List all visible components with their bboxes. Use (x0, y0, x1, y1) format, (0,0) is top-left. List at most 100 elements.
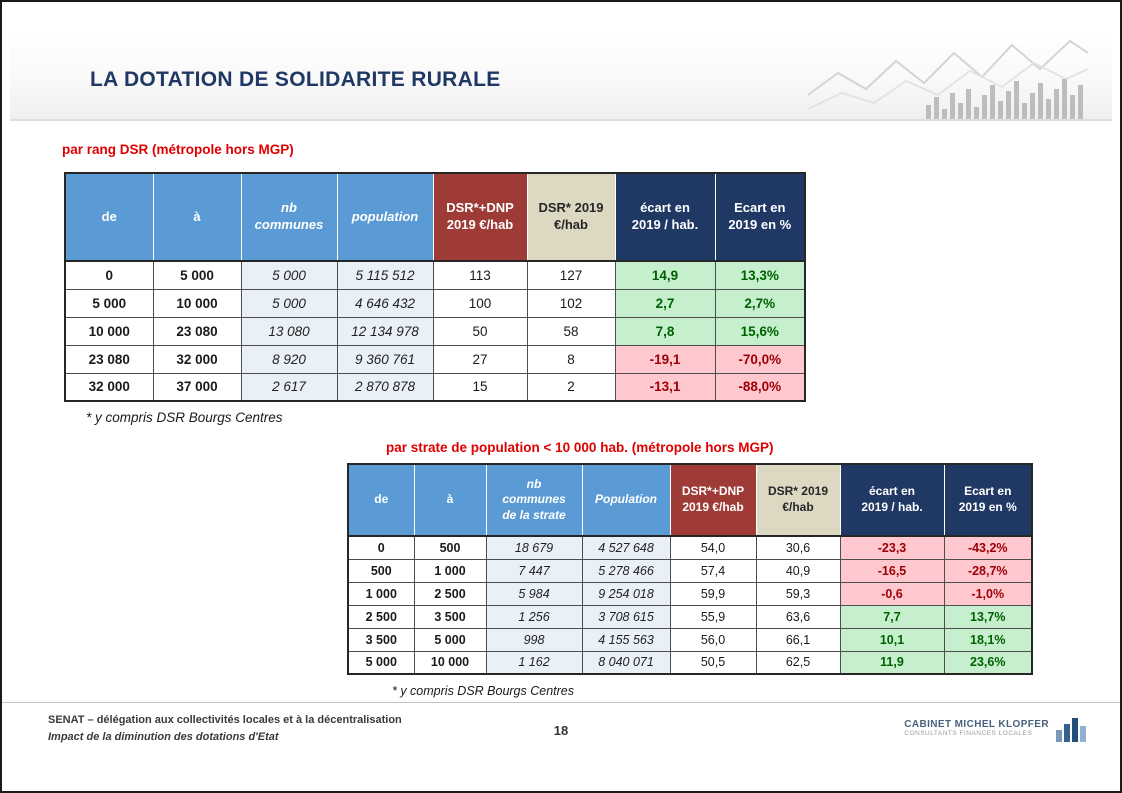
column-header: nb communes (240, 172, 338, 262)
table-cell: 50 (432, 316, 528, 346)
table-cell: -19,1 (614, 344, 716, 374)
table-row: 500 1 000 7 447 5 278 466 57,4 40,9 -16,5 -28,7… (347, 558, 1033, 583)
table-cell: 2,7 (614, 288, 716, 318)
column-header: Population (581, 463, 671, 537)
table-cell: -16,5 (839, 558, 945, 583)
footer-organization: SENAT – délégation aux collectivités loc… (48, 712, 508, 745)
table-cell: 56,0 (669, 627, 757, 652)
table-cell: 1 162 (485, 650, 583, 675)
table-cell: 5 000 (347, 650, 415, 675)
table-cell: 0 (64, 260, 154, 290)
table-cell: 54,0 (669, 535, 757, 560)
table-cell: 2 500 (347, 604, 415, 629)
page-number: 18 (553, 723, 569, 738)
table-cell: 102 (526, 288, 616, 318)
column-header: nb communes de la strate (485, 463, 583, 537)
table-cell: 40,9 (755, 558, 841, 583)
table-cell: 59,3 (755, 581, 841, 606)
table1-caption: par rang DSR (métropole hors MGP) (62, 142, 294, 157)
table-row: 23 080 32 000 8 920 9 360 761 27 8 -19,1 -70,0% (64, 344, 806, 374)
table-cell: 8 (526, 344, 616, 374)
table-cell: 7,7 (839, 604, 945, 629)
footer-org-line2: Impact de la diminution des dotations d'… (48, 730, 279, 743)
table-row: 3 500 5 000 998 4 155 563 56,0 66,1 10,1 18,1% (347, 627, 1033, 652)
table-cell: 5 000 (64, 288, 154, 318)
table-row: 2 500 3 500 1 256 3 708 615 55,9 63,6 7,7 13,7% (347, 604, 1033, 629)
table-cell: 37 000 (152, 372, 242, 402)
table-cell: 23,6% (943, 650, 1033, 675)
table-cell: 50,5 (669, 650, 757, 675)
table-cell: 2 500 (413, 581, 487, 606)
table-cell: 5 000 (240, 288, 338, 318)
cabinet-logo: CABINET MICHEL KLOPFER CONSULTANTS FINAN… (904, 714, 1088, 742)
table-cell: 58 (526, 316, 616, 346)
table-cell: 55,9 (669, 604, 757, 629)
table-cell: -0,6 (839, 581, 945, 606)
table-cell: 5 115 512 (336, 260, 434, 290)
table-cell: 10 000 (152, 288, 242, 318)
column-header: DSR* 2019 €/hab (755, 463, 841, 537)
column-header: de (347, 463, 415, 537)
table2-footnote: * y compris DSR Bourgs Centres (392, 684, 575, 698)
column-header: DSR*+DNP 2019 €/hab (669, 463, 757, 537)
table-row: 10 000 23 080 13 080 12 134 978 50 58 7,8 15,6% (64, 316, 806, 346)
dsr-by-rank-table: de à nb communes population DSR*+DNP 2019 €/… (64, 172, 806, 402)
header-row: de à nb communes population DSR*+DNP 2019 €/… (64, 172, 806, 262)
table-cell: 5 000 (413, 627, 487, 652)
table-cell: 100 (432, 288, 528, 318)
logo-text-block: CABINET MICHEL KLOPFER CONSULTANTS FINAN… (904, 719, 1049, 737)
footer-org-line1: SENAT – délégation aux collectivités loc… (48, 714, 402, 726)
table2-caption: par strate de population < 10 000 hab. (… (386, 440, 774, 455)
table-cell: 7,8 (614, 316, 716, 346)
table-row: 5 000 10 000 5 000 4 646 432 100 102 2,7 2,7% (64, 288, 806, 318)
table-cell: 15,6% (714, 316, 806, 346)
table-cell: 113 (432, 260, 528, 290)
table-row: 0 500 18 679 4 527 648 54,0 30,6 -23,3 -43,2% (347, 535, 1033, 560)
table-cell: 57,4 (669, 558, 757, 583)
column-header: à (152, 172, 242, 262)
table-cell: 14,9 (614, 260, 716, 290)
column-header: écart en 2019 / hab. (839, 463, 945, 537)
table-cell: -43,2% (943, 535, 1033, 560)
table-cell: 127 (526, 260, 616, 290)
table-cell: 13,7% (943, 604, 1033, 629)
column-header: DSR* 2019 €/hab (526, 172, 616, 262)
table-cell: -88,0% (714, 372, 806, 402)
table-cell: 3 708 615 (581, 604, 671, 629)
table-cell: 12 134 978 (336, 316, 434, 346)
table-cell: 0 (347, 535, 415, 560)
column-header: Ecart en 2019 en % (943, 463, 1033, 537)
table-cell: 1 000 (347, 581, 415, 606)
bar-chart-logo-icon (1056, 718, 1086, 742)
table-cell: 500 (347, 558, 415, 583)
table-cell: 500 (413, 535, 487, 560)
footer-divider (2, 702, 1120, 703)
table-cell: -23,3 (839, 535, 945, 560)
table-cell: 5 000 (152, 260, 242, 290)
table-cell: -70,0% (714, 344, 806, 374)
logo-subtitle: CONSULTANTS FINANCES LOCALES (904, 730, 1033, 737)
column-header: à (413, 463, 487, 537)
table-cell: 5 000 (240, 260, 338, 290)
table-cell: 63,6 (755, 604, 841, 629)
table-cell: 2 870 878 (336, 372, 434, 402)
table-cell: 4 646 432 (336, 288, 434, 318)
table-cell: 10 000 (64, 316, 154, 346)
table-cell: 5 278 466 (581, 558, 671, 583)
table-cell: 2 617 (240, 372, 338, 402)
table-cell: -28,7% (943, 558, 1033, 583)
table-cell: 4 527 648 (581, 535, 671, 560)
header-row: de à nb communes de la strate Population DSR… (347, 463, 1033, 537)
table-cell: 23 080 (152, 316, 242, 346)
table-cell: 66,1 (755, 627, 841, 652)
table-cell: 10,1 (839, 627, 945, 652)
logo-name: CABINET MICHEL KLOPFER (904, 719, 1049, 730)
table-cell: 9 254 018 (581, 581, 671, 606)
column-header: Ecart en 2019 en % (714, 172, 806, 262)
column-header: population (336, 172, 434, 262)
table-cell: 13 080 (240, 316, 338, 346)
table-cell: 62,5 (755, 650, 841, 675)
table-cell: 1 256 (485, 604, 583, 629)
